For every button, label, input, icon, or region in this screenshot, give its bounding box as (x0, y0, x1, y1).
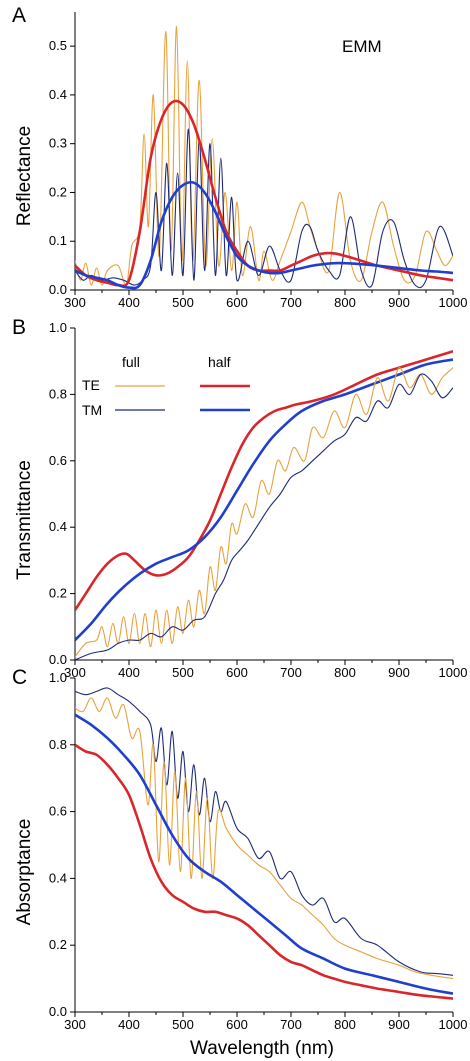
series-line-te-full (75, 26, 453, 286)
x-tick-label: 700 (280, 295, 302, 310)
series-line-te-full (75, 367, 453, 658)
y-tick-label: 0.5 (49, 38, 67, 53)
legend: full half TE TM (82, 354, 250, 418)
panel-a-reflectance: A EMM Reflectance 300 400 500 600 700 800 900 1… (12, 4, 467, 310)
legend-header-half: half (208, 354, 231, 370)
x-tick-label: 800 (334, 1017, 356, 1032)
y-tick-label: 0.2 (49, 184, 67, 199)
y-tick-label: 0.0 (49, 1004, 67, 1019)
x-tick-label: 500 (172, 295, 194, 310)
x-tick-label: 300 (64, 665, 86, 680)
y-tick-label: 0.6 (49, 804, 67, 819)
y-tick-label: 0.1 (49, 233, 67, 248)
x-tick-label: 900 (388, 665, 410, 680)
legend-header-full: full (122, 354, 140, 370)
series-line-te-half (75, 743, 453, 1000)
y-tick-label: 0.0 (49, 282, 67, 297)
panel-a-label: A (12, 4, 26, 27)
series-line-te-half (75, 99, 453, 288)
x-tick-label: 800 (334, 665, 356, 680)
series-line-tm-full (75, 128, 453, 289)
y-tick-label: 0.8 (49, 737, 67, 752)
panel-c-absorptance: C Absorptance Wavelength (nm) 300 400 500 6… (12, 666, 467, 1059)
x-tick-label: 600 (226, 1017, 248, 1032)
x-tick-label: 500 (172, 665, 194, 680)
panel-c-label: C (12, 666, 27, 689)
x-tick-label: 900 (388, 295, 410, 310)
panel-b-transmittance: B Transmittance full half TE TM 300 400 50… (12, 316, 467, 680)
panel-c-x-axis-label: Wavelength (nm) (190, 1038, 334, 1059)
y-tick-label: 1.0 (49, 320, 67, 335)
y-tick-label: 0.4 (49, 519, 67, 534)
x-tick-label: 400 (118, 295, 140, 310)
legend-row-te: TE (82, 377, 100, 393)
x-tick-label: 300 (64, 1017, 86, 1032)
x-tick-label: 400 (118, 665, 140, 680)
y-tick-label: 0.6 (49, 453, 67, 468)
legend-row-tm: TM (82, 402, 102, 418)
series-line-tm-half (75, 358, 453, 642)
x-tick-label: 400 (118, 1017, 140, 1032)
x-tick-label: 600 (226, 665, 248, 680)
x-tick-label: 1000 (439, 665, 468, 680)
x-tick-label: 500 (172, 1017, 194, 1032)
panel-b-y-axis-label: Transmittance (14, 460, 35, 580)
y-tick-label: 1.0 (49, 670, 67, 685)
y-tick-label: 0.0 (49, 652, 67, 667)
y-tick-label: 0.4 (49, 87, 67, 102)
x-tick-label: 600 (226, 295, 248, 310)
series-line-te-half (75, 349, 453, 611)
x-tick-label: 700 (280, 1017, 302, 1032)
y-tick-label: 0.2 (49, 937, 67, 952)
series-line-tm-full (75, 373, 453, 660)
x-tick-label: 1000 (439, 295, 468, 310)
x-tick-label: 800 (334, 295, 356, 310)
series-line-tm-full (75, 687, 453, 976)
y-tick-label: 0.3 (49, 136, 67, 151)
series-line-tm-half (75, 180, 453, 290)
panel-a-y-axis-label: Reflectance (14, 126, 35, 226)
y-tick-label: 0.8 (49, 386, 67, 401)
x-tick-label: 900 (388, 1017, 410, 1032)
series-line-tm-half (75, 713, 453, 995)
x-tick-label: 300 (64, 295, 86, 310)
x-tick-label: 700 (280, 665, 302, 680)
panel-c-y-axis-label: Absorptance (14, 819, 35, 926)
panel-b-label: B (12, 316, 26, 339)
panel-a-annotation: EMM (342, 37, 382, 56)
series-line-te-full (75, 697, 453, 980)
y-tick-label: 0.4 (49, 870, 67, 885)
y-tick-label: 0.2 (49, 586, 67, 601)
x-tick-label: 1000 (439, 1017, 468, 1032)
